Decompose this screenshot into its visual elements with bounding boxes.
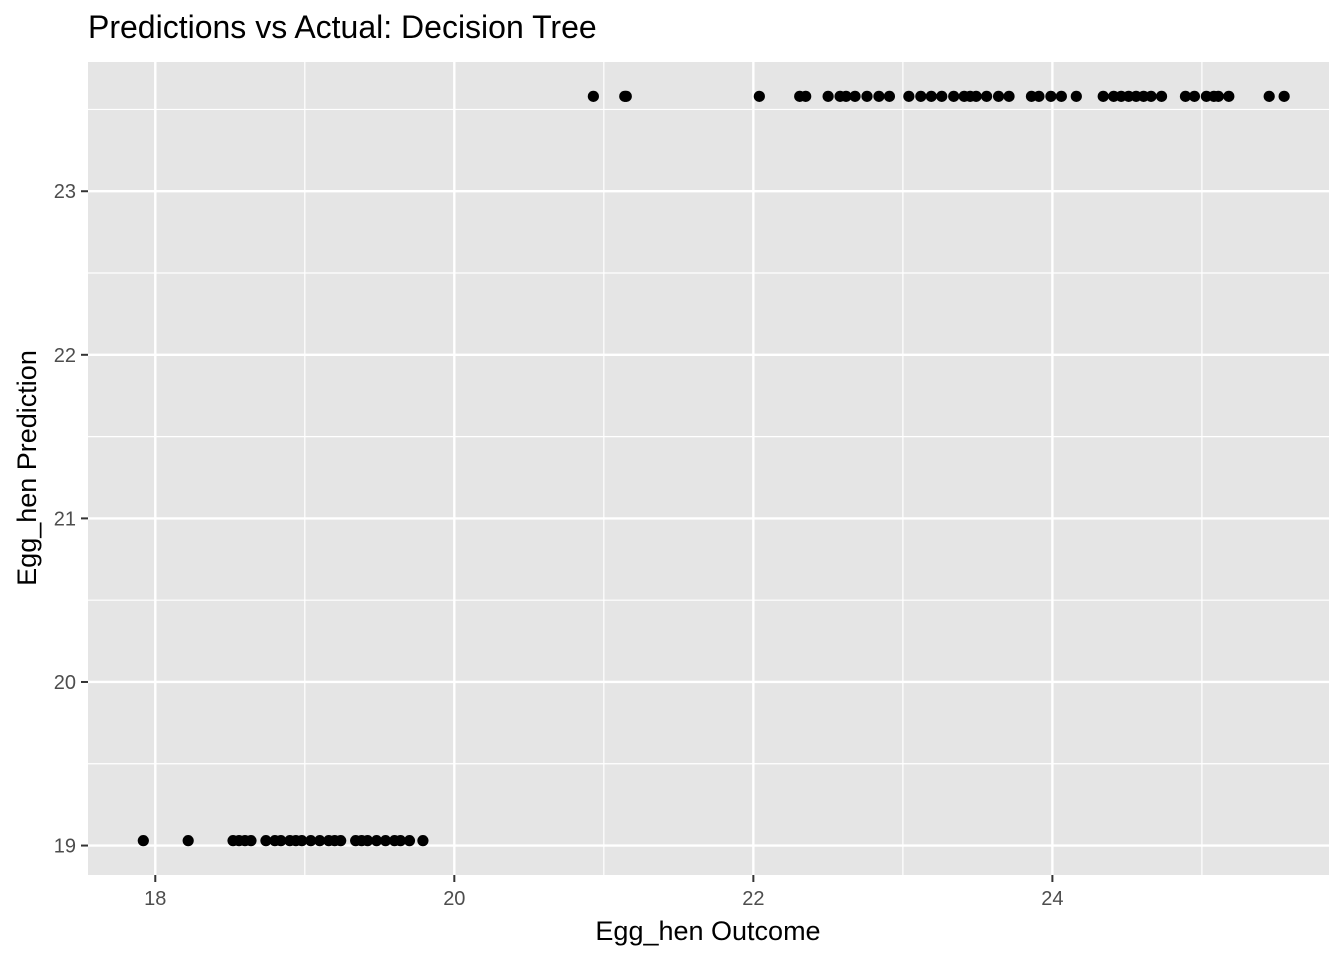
data-point — [1045, 90, 1057, 102]
data-point — [1003, 90, 1015, 102]
x-axis-title: Egg_hen Outcome — [595, 916, 820, 946]
y-axis: 19 20 21 22 23 — [54, 181, 88, 858]
data-point — [1212, 90, 1224, 102]
data-point — [1033, 90, 1045, 102]
x-axis: 18 20 22 24 — [144, 875, 1064, 910]
y-tick-label: 20 — [54, 672, 76, 694]
data-point — [137, 835, 149, 847]
data-point — [849, 90, 861, 102]
data-point — [1263, 90, 1275, 102]
data-points — [137, 90, 1290, 847]
x-tick-label: 22 — [742, 888, 764, 910]
x-tick-label: 20 — [443, 888, 465, 910]
x-tick-label: 24 — [1041, 888, 1063, 910]
data-point — [915, 90, 927, 102]
minor-grid — [88, 62, 1329, 875]
data-point — [948, 90, 960, 102]
data-point — [403, 835, 416, 847]
data-point — [370, 835, 383, 847]
y-tick-label: 22 — [54, 345, 76, 367]
data-point — [873, 90, 885, 102]
data-point — [305, 835, 317, 847]
data-point — [840, 90, 852, 102]
data-point — [394, 835, 407, 847]
data-point — [1155, 90, 1168, 102]
data-point — [883, 90, 896, 102]
data-point — [800, 90, 812, 102]
x-tick-label: 18 — [144, 888, 166, 910]
data-point — [314, 835, 326, 847]
data-point — [861, 90, 873, 102]
data-point — [587, 90, 599, 102]
data-point — [936, 90, 948, 102]
data-point — [1145, 90, 1157, 102]
chart-title: Predictions vs Actual: Decision Tree — [88, 9, 597, 45]
data-point — [245, 835, 257, 847]
data-point — [981, 90, 993, 102]
data-point — [1278, 90, 1290, 102]
plot-panel — [88, 62, 1329, 875]
data-point — [925, 90, 937, 102]
data-point — [1223, 90, 1235, 102]
data-point — [182, 835, 194, 847]
data-point — [620, 90, 632, 102]
data-point — [1097, 90, 1109, 102]
data-point — [992, 90, 1005, 102]
data-point — [753, 90, 765, 102]
y-tick-label: 19 — [54, 836, 76, 858]
data-point — [296, 835, 308, 847]
data-point — [417, 835, 429, 847]
y-axis-title: Egg_hen Prediction — [12, 350, 42, 586]
data-point — [1188, 90, 1201, 102]
data-point — [903, 90, 915, 102]
data-point — [1179, 90, 1192, 102]
data-point — [379, 835, 392, 847]
data-point — [361, 835, 374, 847]
data-point — [822, 90, 834, 102]
y-tick-label: 23 — [54, 181, 76, 203]
data-point — [335, 835, 347, 847]
data-point — [1055, 90, 1067, 102]
data-point — [260, 835, 272, 847]
data-point — [970, 90, 982, 102]
y-tick-label: 21 — [54, 508, 76, 530]
data-point — [1070, 90, 1082, 102]
data-point — [275, 835, 287, 847]
